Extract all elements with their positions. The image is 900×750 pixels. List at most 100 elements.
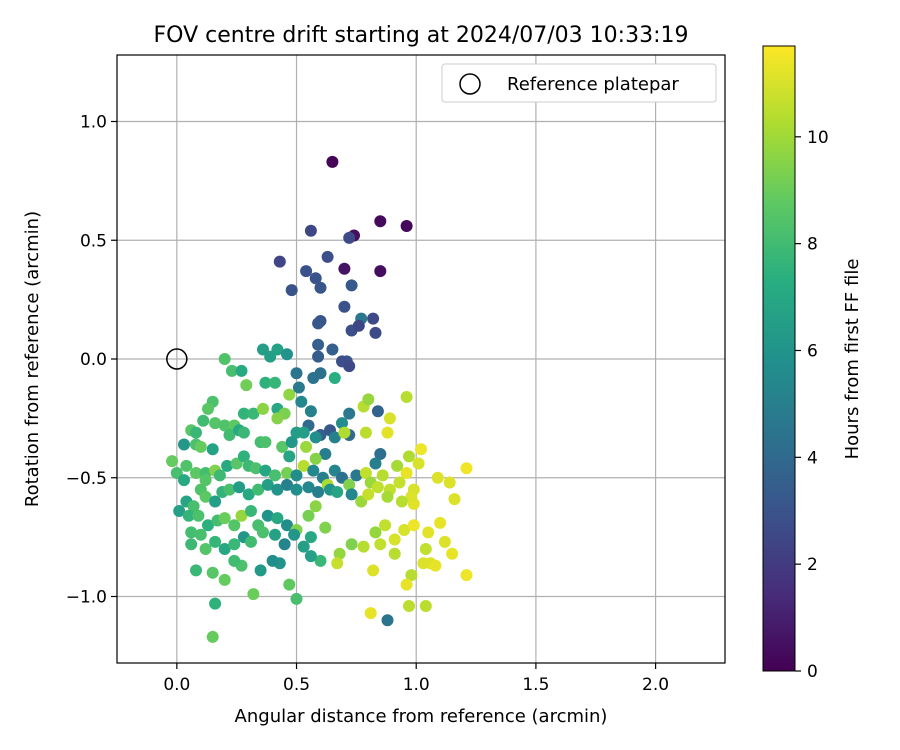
y-axis-ticks: −1.0 −0.5 0.0 0.5 1.0 <box>66 113 117 608</box>
data-point <box>403 450 415 463</box>
data-point <box>376 469 389 482</box>
data-point <box>309 272 322 285</box>
data-point <box>223 483 236 496</box>
data-point <box>362 488 375 501</box>
data-point <box>278 538 291 551</box>
data-point <box>297 459 310 472</box>
data-point <box>374 448 387 460</box>
data-point <box>218 419 231 432</box>
data-point <box>400 220 413 232</box>
data-point <box>371 405 384 418</box>
data-point <box>281 467 293 479</box>
data-point <box>333 547 346 560</box>
data-point <box>237 426 250 439</box>
data-point <box>252 483 265 496</box>
data-point <box>381 490 394 503</box>
data-point <box>307 464 320 477</box>
data-point <box>206 630 219 643</box>
data-point <box>187 500 200 513</box>
data-point <box>343 407 356 420</box>
x-tick-label: 1.5 <box>522 675 549 695</box>
data-point <box>185 526 198 539</box>
data-point <box>300 440 313 453</box>
data-point <box>400 578 413 591</box>
data-point <box>206 443 219 456</box>
data-point <box>276 440 289 453</box>
colorbar-tick-label: 10 <box>807 128 829 148</box>
data-point <box>225 364 238 377</box>
y-axis-label: Rotation from reference (arcmin) <box>22 211 43 507</box>
data-point <box>218 353 231 365</box>
x-axis-label: Angular distance from reference (arcmin) <box>235 706 608 727</box>
data-point <box>369 457 382 470</box>
data-point <box>345 279 358 292</box>
data-point <box>304 405 317 418</box>
colorbar: 0 2 4 6 8 10 Hours from first FF file <box>762 45 863 682</box>
data-point <box>269 528 281 541</box>
data-point <box>331 557 344 570</box>
data-point <box>190 564 202 577</box>
data-point <box>309 452 322 465</box>
data-point <box>209 535 222 548</box>
data-point <box>319 448 332 460</box>
data-point <box>240 379 253 392</box>
data-point <box>281 348 293 361</box>
data-point <box>304 550 317 563</box>
data-point <box>288 528 301 541</box>
data-point <box>381 614 394 627</box>
data-point <box>297 540 310 553</box>
data-point <box>343 231 356 244</box>
data-point <box>359 426 372 439</box>
data-point <box>257 526 269 539</box>
data-point <box>285 284 298 297</box>
data-point <box>328 372 341 384</box>
data-point <box>197 414 210 427</box>
data-point <box>326 155 339 168</box>
data-point <box>431 471 444 484</box>
legend: Reference platepar <box>441 63 717 103</box>
data-point <box>259 436 272 449</box>
data-point <box>359 467 372 479</box>
data-point <box>338 300 351 313</box>
data-point <box>233 481 246 494</box>
colorbar-tick-label: 2 <box>807 555 818 575</box>
data-point <box>438 535 451 548</box>
data-point <box>379 519 392 532</box>
data-point <box>400 391 413 403</box>
data-point <box>304 531 317 544</box>
colorbar-tick-label: 4 <box>807 448 818 468</box>
legend-marker <box>459 73 481 95</box>
data-point <box>242 488 255 501</box>
data-point <box>369 326 382 339</box>
data-point <box>283 388 296 401</box>
data-point <box>271 483 284 496</box>
data-point <box>383 412 396 425</box>
data-point <box>235 364 248 377</box>
data-point <box>297 426 310 439</box>
data-point <box>190 467 202 479</box>
data-point <box>218 543 231 555</box>
data-point <box>178 474 190 487</box>
data-point <box>374 215 387 228</box>
data-point <box>199 490 212 503</box>
data-point <box>403 600 415 612</box>
x-tick-label: 0.5 <box>283 675 310 695</box>
data-point <box>235 509 248 522</box>
data-point <box>283 578 296 591</box>
data-point <box>407 519 420 532</box>
data-point <box>369 526 382 539</box>
y-tick-label: 1.0 <box>80 113 107 133</box>
data-point <box>218 573 231 586</box>
data-point <box>448 493 461 506</box>
data-point <box>228 538 241 551</box>
chart-title: FOV centre drift starting at 2024/07/03 … <box>154 23 689 48</box>
data-point <box>367 312 380 325</box>
data-point <box>309 500 322 513</box>
data-point <box>245 535 257 548</box>
data-point <box>178 438 190 451</box>
data-point <box>460 569 473 582</box>
data-point <box>415 443 427 456</box>
data-point <box>271 512 284 525</box>
data-point <box>228 554 241 567</box>
x-tick-label: 0.0 <box>163 675 190 695</box>
